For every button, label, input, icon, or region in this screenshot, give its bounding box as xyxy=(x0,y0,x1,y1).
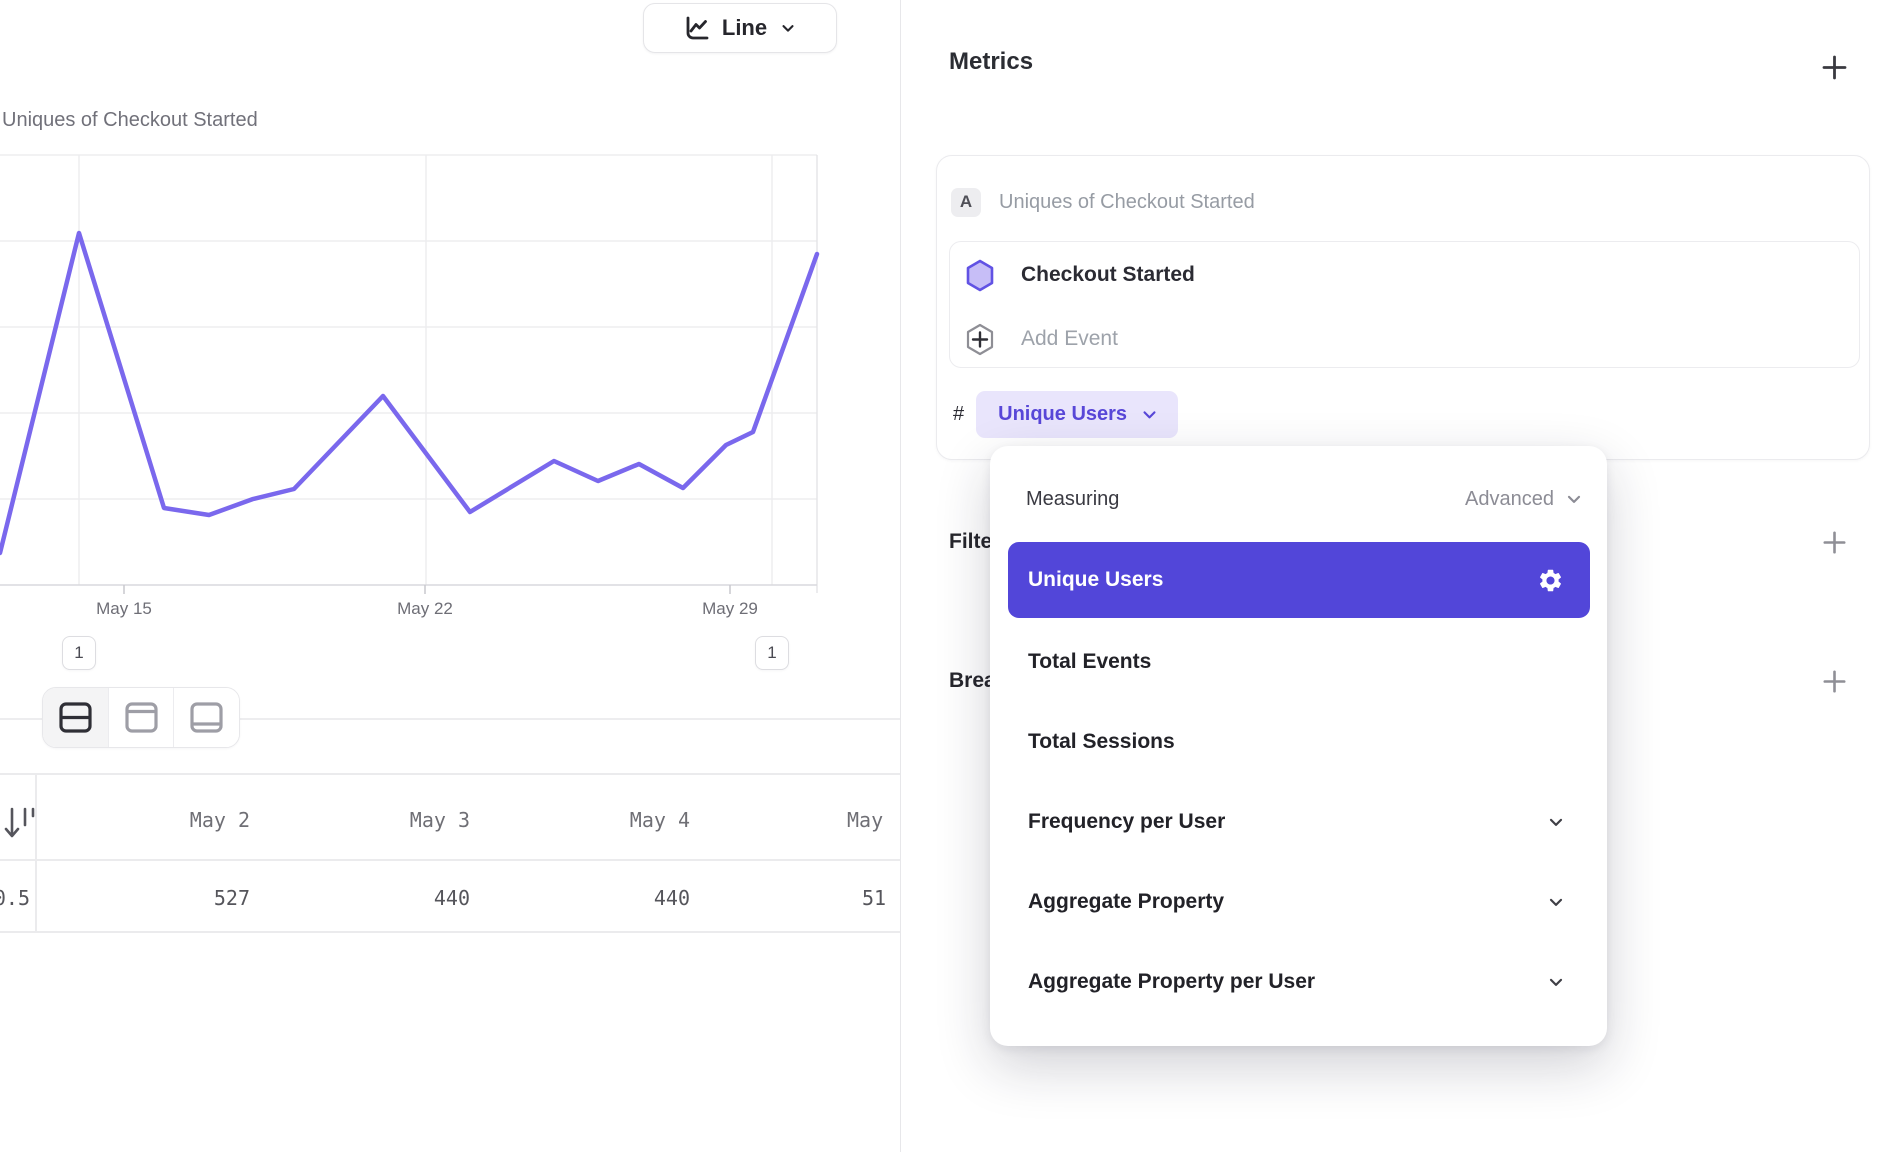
chevron-down-icon xyxy=(779,19,797,37)
add-breakdown-button[interactable] xyxy=(1820,667,1848,695)
chart-data-line xyxy=(0,230,820,556)
metric-card-header: A Uniques of Checkout Started xyxy=(951,187,1255,217)
gear-icon[interactable] xyxy=(1537,567,1564,594)
panel-top-icon xyxy=(124,701,159,734)
line-chart-icon xyxy=(683,15,710,42)
plus-icon xyxy=(1821,54,1848,81)
measuring-dropdown: Measuring Advanced Unique Users xyxy=(990,446,1607,1046)
table-cell: 51 xyxy=(862,886,887,910)
chart-type-label: Line xyxy=(721,15,768,40)
table-cell: 440 xyxy=(433,886,470,910)
add-event-hexagon-icon xyxy=(965,323,995,356)
table-border-col xyxy=(35,773,37,931)
chart-type-button[interactable]: Line xyxy=(643,3,837,53)
chevron-down-icon xyxy=(1546,892,1566,912)
table-border-bottom xyxy=(0,931,900,933)
table-cell: 440 xyxy=(653,886,690,910)
measurement-label: Unique Users xyxy=(998,403,1128,425)
event-list-box: Checkout Started Add Event xyxy=(949,241,1860,368)
x-axis-tick: May 22 xyxy=(397,599,453,618)
layout-bottom-button[interactable] xyxy=(173,688,239,747)
metric-card: A Uniques of Checkout Started Checkout S… xyxy=(936,155,1870,460)
section-divider xyxy=(0,718,900,720)
add-event-label: Add Event xyxy=(1021,327,1118,350)
table-header[interactable]: May 3 xyxy=(409,808,470,832)
menu-item-total-sessions[interactable]: Total Sessions xyxy=(1008,704,1590,780)
series-badge: A xyxy=(951,187,981,217)
x-axis-tick: May 29 xyxy=(702,599,758,618)
measuring-label: Measuring xyxy=(1026,487,1120,510)
split-horizontal-icon xyxy=(58,701,93,734)
metrics-section-title: Metrics xyxy=(949,48,1034,75)
hexagon-event-icon xyxy=(965,259,995,292)
series-title: Uniques of Checkout Started xyxy=(999,190,1255,213)
table-header[interactable]: May xyxy=(847,808,884,832)
x-axis-tick: May 15 xyxy=(96,599,152,618)
page-badge-left[interactable]: 1 xyxy=(62,636,96,670)
advanced-mode-toggle[interactable]: Advanced xyxy=(1465,488,1584,511)
menu-item-label: Unique Users xyxy=(1028,568,1164,591)
page-badge-right[interactable]: 1 xyxy=(755,636,789,670)
measurement-dropdown-trigger[interactable]: Unique Users xyxy=(976,391,1179,438)
layout-toggle-group xyxy=(42,687,240,748)
measurement-row: # Unique Users xyxy=(953,391,1179,438)
panel-bottom-icon xyxy=(189,701,224,734)
menu-item-label: Total Sessions xyxy=(1028,730,1175,753)
event-row-checkout-started[interactable]: Checkout Started xyxy=(965,259,1195,291)
chevron-down-icon xyxy=(1546,812,1566,832)
menu-item-total-events[interactable]: Total Events xyxy=(1008,624,1590,700)
add-metric-button[interactable] xyxy=(1820,53,1848,81)
menu-item-label: Frequency per User xyxy=(1028,810,1226,833)
plus-icon xyxy=(1822,669,1847,694)
line-chart xyxy=(0,154,820,594)
table-header-separator xyxy=(0,859,900,861)
menu-item-label: Aggregate Property xyxy=(1028,890,1225,913)
menu-item-unique-users[interactable]: Unique Users xyxy=(1008,542,1590,618)
plus-icon xyxy=(1822,530,1847,555)
advanced-label: Advanced xyxy=(1465,487,1554,510)
chevron-down-icon xyxy=(1564,489,1584,509)
add-filter-button[interactable] xyxy=(1820,528,1848,556)
menu-item-label: Total Events xyxy=(1028,650,1152,673)
chevron-down-icon xyxy=(1546,972,1566,992)
table-header[interactable]: May 2 xyxy=(189,808,250,832)
table-cell: 527 xyxy=(213,886,250,910)
event-name: Checkout Started xyxy=(1021,263,1195,286)
table-header[interactable]: May 4 xyxy=(629,808,690,832)
chevron-down-icon xyxy=(1141,406,1158,423)
measuring-header-row: Measuring Advanced xyxy=(1026,484,1584,514)
table-row-label: 0.5 xyxy=(0,886,30,910)
menu-item-frequency-per-user[interactable]: Frequency per User xyxy=(1008,784,1590,860)
menu-item-aggregate-property[interactable]: Aggregate Property xyxy=(1008,864,1590,940)
add-event-button[interactable]: Add Event xyxy=(965,323,1118,355)
sort-descending-icon[interactable] xyxy=(2,803,42,848)
number-type-symbol: # xyxy=(953,403,965,425)
metrics-pane: Metrics A Uniques of Checkout Started xyxy=(902,0,1898,1152)
table-border-top xyxy=(0,773,900,775)
chart-pane: Line Uniques of Checkout Started xyxy=(0,0,901,1152)
chart-title: Uniques of Checkout Started xyxy=(2,109,258,131)
layout-split-button[interactable] xyxy=(43,688,108,747)
menu-item-aggregate-property-per-user[interactable]: Aggregate Property per User xyxy=(1008,944,1590,1020)
menu-item-label: Aggregate Property per User xyxy=(1028,970,1316,993)
layout-top-button[interactable] xyxy=(107,688,174,747)
